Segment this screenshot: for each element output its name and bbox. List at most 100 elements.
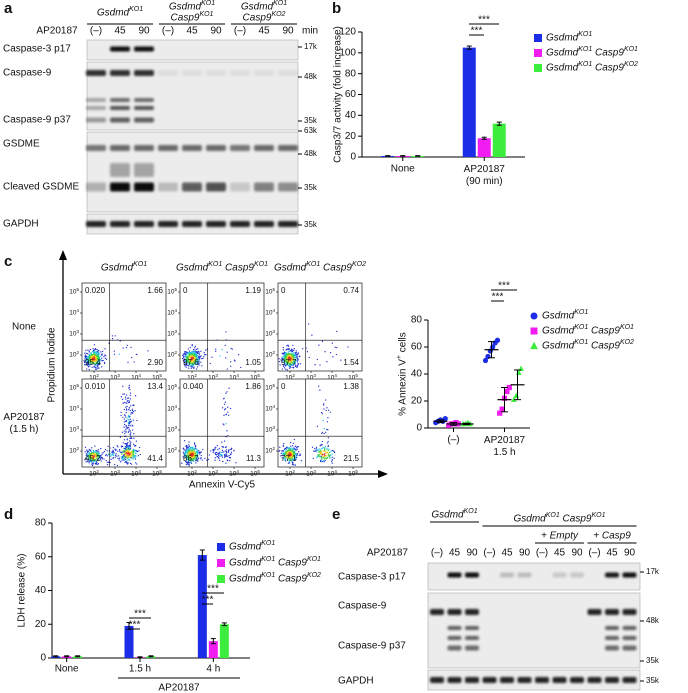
band xyxy=(570,573,584,578)
text-part: 4 xyxy=(334,373,337,378)
y-axis-label: % Annexin V+ cells xyxy=(396,332,408,416)
lane-label: (–) xyxy=(588,548,600,559)
flow-event xyxy=(326,407,327,408)
y-tick-label: 105 xyxy=(265,383,275,392)
flow-event xyxy=(188,463,189,464)
flow-event xyxy=(189,350,190,351)
flow-event xyxy=(124,393,125,394)
flow-event xyxy=(130,442,131,443)
flow-event xyxy=(317,450,318,451)
flow-event xyxy=(121,396,122,397)
flow-event xyxy=(322,432,323,433)
group-label: GsdmdKO1 xyxy=(97,6,143,18)
y-tick-label: 105 xyxy=(69,383,79,392)
flow-event xyxy=(130,393,131,394)
flow-event xyxy=(302,348,303,349)
band xyxy=(86,98,106,102)
flow-event xyxy=(125,446,126,447)
text-part: KO1 xyxy=(133,261,147,268)
flow-event xyxy=(119,353,120,354)
flow-event xyxy=(127,400,128,401)
band xyxy=(110,163,130,177)
flow-event xyxy=(85,451,86,452)
flow-event xyxy=(88,450,89,451)
x-tick-label: 4 h xyxy=(206,664,220,675)
flow-event xyxy=(111,459,112,460)
flow-event xyxy=(194,355,195,356)
text-part: 3 xyxy=(313,469,316,474)
y-tick-label: 0 xyxy=(40,653,46,664)
flow-event xyxy=(100,351,101,352)
y-tick-label: 80 xyxy=(35,518,47,529)
row-label: AP20187(1.5 h) xyxy=(3,412,45,435)
y-tick-label: 102 xyxy=(167,350,177,359)
point xyxy=(495,338,500,343)
flow-event xyxy=(222,451,223,452)
text-part: 5 xyxy=(159,469,162,474)
flow-event xyxy=(313,450,314,451)
flow-event xyxy=(130,432,131,433)
flow-event xyxy=(188,444,189,445)
flow-event xyxy=(130,419,131,420)
size-marker: 35k xyxy=(304,220,318,229)
flow-event xyxy=(201,451,202,452)
lane-label: 45 xyxy=(554,548,566,559)
flow-event xyxy=(285,352,286,353)
flow-event xyxy=(279,361,280,362)
flow-event xyxy=(205,349,206,350)
flow-event xyxy=(189,446,190,447)
flow-event xyxy=(115,450,116,451)
flow-event xyxy=(288,351,289,352)
flow-event xyxy=(297,453,298,454)
flow-event xyxy=(129,438,130,439)
flow-event xyxy=(331,461,332,462)
text-part: 4 xyxy=(334,469,337,474)
band xyxy=(535,677,549,683)
y-tick-label: 60 xyxy=(411,342,423,353)
flow-event xyxy=(135,450,136,451)
flow-event xyxy=(229,455,230,456)
flow-event xyxy=(296,352,297,353)
y-tick-label: 102 xyxy=(265,446,275,455)
flow-event xyxy=(86,368,87,369)
band xyxy=(158,221,178,227)
flow-event xyxy=(227,368,228,369)
band xyxy=(134,145,154,151)
flow-event xyxy=(227,407,228,408)
flow-event xyxy=(227,459,228,460)
text-part: KO1 xyxy=(201,0,215,7)
flow-event xyxy=(136,463,137,464)
flow-event xyxy=(183,448,184,449)
text-part: 3 xyxy=(76,329,79,334)
flow-event xyxy=(209,454,210,455)
flow-event xyxy=(126,462,127,463)
flow-event xyxy=(312,447,313,448)
text-part: KO2 xyxy=(307,572,321,579)
band xyxy=(278,183,298,192)
band xyxy=(134,106,154,110)
y-tick-label: 20 xyxy=(411,396,423,407)
flow-event xyxy=(125,448,126,449)
flow-event xyxy=(125,402,126,403)
y-axis-label: LDH release (%) xyxy=(17,554,28,628)
flow-event xyxy=(279,447,280,448)
flow-event xyxy=(195,346,196,347)
flow-event xyxy=(128,445,129,446)
legend-label: GsdmdKO1 xyxy=(229,540,275,552)
flow-event xyxy=(225,453,226,454)
flow-event xyxy=(183,449,184,450)
text-part: 2 xyxy=(96,469,99,474)
flow-event xyxy=(93,451,94,452)
legend-swatch xyxy=(534,64,542,72)
flow-event xyxy=(123,460,124,461)
y-tick-label: 80 xyxy=(411,315,423,326)
flow-event xyxy=(115,455,116,456)
flow-event xyxy=(98,449,99,450)
text-part: 5 xyxy=(355,373,358,378)
flow-event xyxy=(130,413,131,414)
band xyxy=(448,626,462,630)
flow-event xyxy=(128,462,129,463)
text-part: 2 xyxy=(174,350,177,355)
flow-event xyxy=(322,413,323,414)
band xyxy=(110,183,130,192)
